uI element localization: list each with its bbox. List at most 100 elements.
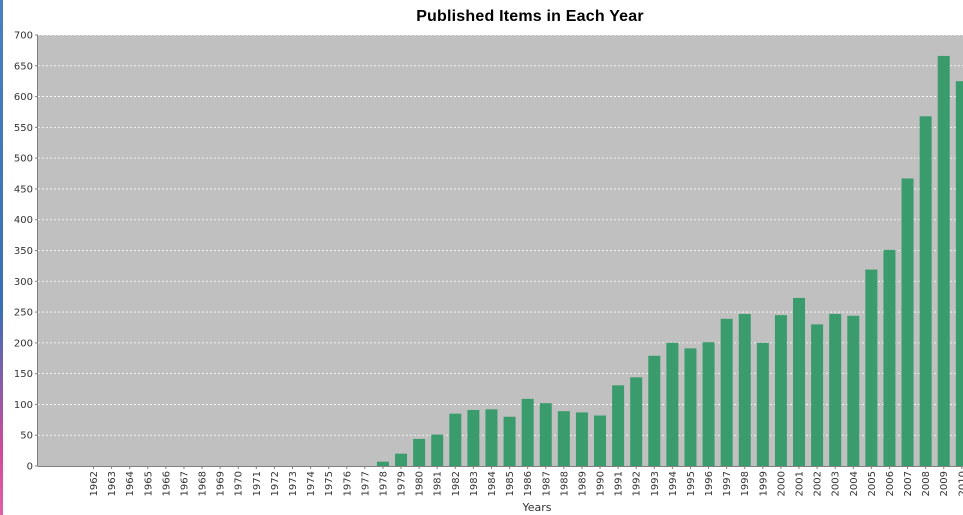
bar-1985 xyxy=(503,416,516,466)
bar-2005 xyxy=(865,269,878,466)
x-tick-label: 1992 xyxy=(632,471,643,496)
y-tick-label: 150 xyxy=(14,369,33,380)
bar-2000 xyxy=(774,315,787,466)
y-tick-label: 200 xyxy=(14,338,33,349)
x-tick-label: 1964 xyxy=(125,471,136,496)
bar-1981 xyxy=(431,434,444,466)
bar-1999 xyxy=(756,342,769,466)
x-tick-label: 1988 xyxy=(559,471,570,496)
x-tick-label: 1994 xyxy=(668,471,679,496)
bar-2002 xyxy=(811,324,824,466)
bar-2006 xyxy=(883,249,896,466)
bar-1991 xyxy=(612,385,625,466)
y-tick-label: 700 xyxy=(14,31,33,42)
x-tick-label: 1971 xyxy=(252,471,263,496)
y-tick-label: 250 xyxy=(14,308,33,319)
x-tick-label: 2003 xyxy=(831,471,842,496)
x-tick-label: 1969 xyxy=(216,471,227,496)
bar-1996 xyxy=(702,342,715,466)
x-tick-label: 1976 xyxy=(342,471,353,496)
x-tick-label: 1982 xyxy=(451,471,462,496)
bar-1982 xyxy=(449,413,462,466)
x-tick-label: 1973 xyxy=(288,471,299,496)
bar-1995 xyxy=(684,348,697,466)
bar-1984 xyxy=(485,409,498,466)
bar-1980 xyxy=(413,438,426,466)
bar-1978 xyxy=(376,461,389,466)
bar-1990 xyxy=(594,415,607,466)
bar-1992 xyxy=(630,377,643,466)
bar-1998 xyxy=(738,313,751,466)
y-tick-label: 500 xyxy=(14,154,33,165)
y-tick-label: 50 xyxy=(20,431,33,442)
y-tick-label: 450 xyxy=(14,184,33,195)
x-tick-label: 1979 xyxy=(397,471,408,496)
x-tick-label: 1977 xyxy=(360,471,371,496)
x-tick-label: 2008 xyxy=(921,471,932,496)
bar-1997 xyxy=(720,318,733,466)
x-tick-label: 1984 xyxy=(487,471,498,496)
bar-1986 xyxy=(521,398,534,466)
x-tick-label: 1986 xyxy=(523,471,534,496)
x-tick-label: 2009 xyxy=(939,471,950,496)
x-tick-label: 1999 xyxy=(758,471,769,496)
x-tick-label: 1963 xyxy=(107,471,118,496)
x-tick-label: 1993 xyxy=(650,471,661,496)
y-tick-label: 400 xyxy=(14,215,33,226)
x-tick-label: 2004 xyxy=(849,471,860,496)
y-tick-label: 350 xyxy=(14,246,33,257)
x-tick-label: 1972 xyxy=(270,471,281,496)
bar-2004 xyxy=(847,315,860,466)
x-tick-label: 2000 xyxy=(776,471,787,496)
x-tick-label: 1996 xyxy=(704,471,715,496)
x-tick-label: 2001 xyxy=(795,471,806,496)
x-tick-label: 2010 xyxy=(957,471,963,496)
x-tick-label: 1968 xyxy=(198,471,209,496)
x-tick-label: 1991 xyxy=(614,471,625,496)
y-tick-label: 0 xyxy=(27,462,33,473)
bar-2007 xyxy=(901,178,914,466)
x-tick-label: 2007 xyxy=(903,471,914,496)
bar-1983 xyxy=(467,409,480,466)
x-tick-label: 1989 xyxy=(577,471,588,496)
bar-2010 xyxy=(955,81,963,466)
x-tick-label: 1970 xyxy=(234,471,245,496)
y-tick-label: 550 xyxy=(14,123,33,134)
x-tick-label: 2005 xyxy=(867,471,878,496)
x-tick-label: 1965 xyxy=(143,471,154,496)
x-tick-label: 1998 xyxy=(740,471,751,496)
x-tick-label: 1978 xyxy=(378,471,389,496)
x-tick-label: 1983 xyxy=(469,471,480,496)
chart-title: Published Items in Each Year xyxy=(416,8,644,25)
x-tick-label: 1990 xyxy=(596,471,607,496)
x-tick-label: 2006 xyxy=(885,471,896,496)
plot-area xyxy=(38,35,963,466)
x-tick-label: 1985 xyxy=(505,471,516,496)
y-tick-label: 650 xyxy=(14,61,33,72)
bar-1994 xyxy=(666,342,679,466)
bar-2008 xyxy=(919,116,932,466)
x-tick-label: 1987 xyxy=(541,471,552,496)
bar-2009 xyxy=(937,55,950,466)
y-tick-label: 600 xyxy=(14,92,33,103)
x-tick-label: 1995 xyxy=(686,471,697,496)
x-tick-label: 1967 xyxy=(179,471,190,496)
x-tick-label: 1981 xyxy=(433,471,444,496)
y-tick-label: 300 xyxy=(14,277,33,288)
bar-1988 xyxy=(557,411,570,466)
bar-1989 xyxy=(575,412,588,466)
y-tick-label: 100 xyxy=(14,400,33,411)
x-tick-label: 1975 xyxy=(324,471,335,496)
x-tick-label: 1980 xyxy=(415,471,426,496)
bar-2003 xyxy=(829,313,842,466)
x-tick-label: 1966 xyxy=(161,471,172,496)
x-tick-label: 1974 xyxy=(306,471,317,496)
bar-2001 xyxy=(793,297,806,466)
x-tick-label: 1962 xyxy=(89,471,100,496)
x-tick-label: 2002 xyxy=(813,471,824,496)
x-axis-label: Years xyxy=(521,501,551,514)
x-tick-label: 1997 xyxy=(722,471,733,496)
window-edge-strip xyxy=(0,0,3,515)
bar-1979 xyxy=(395,453,408,466)
